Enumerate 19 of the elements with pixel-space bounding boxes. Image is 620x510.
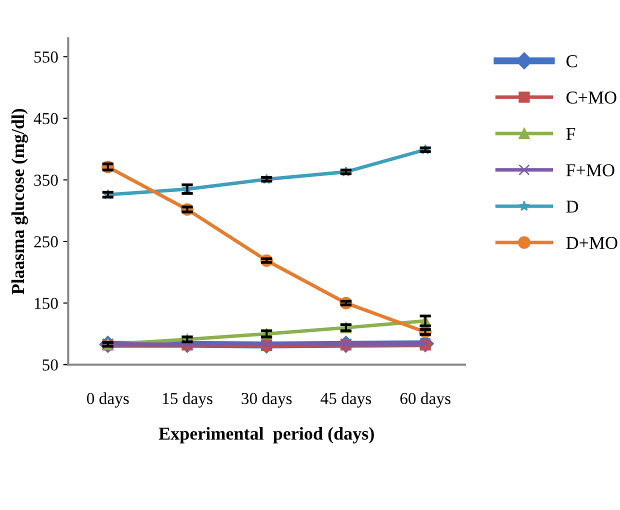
x-tick-label: 0 days — [86, 392, 129, 408]
y-tick-label: 50 — [42, 359, 58, 371]
x-tick-label: 60 days — [400, 392, 450, 408]
x-axis-title: Experimental period (days) — [158, 427, 374, 444]
x-tick-label: 30 days — [242, 392, 292, 408]
y-tick-label: 450 — [34, 113, 58, 124]
y-tick-label: 150 — [34, 298, 58, 310]
legend-label: D+MO — [566, 236, 618, 250]
legend-label: F+MO — [566, 164, 614, 176]
legend-label: C+MO — [566, 92, 616, 104]
legend-label: F — [566, 128, 576, 140]
x-tick-label: 45 days — [320, 392, 372, 408]
legend-label: C — [566, 55, 577, 68]
y-tick-label: 550 — [34, 51, 58, 63]
y-tick-label: 350 — [34, 174, 58, 186]
x-tick-label: 15 days — [163, 392, 212, 408]
legend-label: D — [566, 200, 578, 213]
y-axis-title: Plaasma glucose (mg/dl) — [11, 108, 28, 294]
y-tick-label: 250 — [34, 236, 58, 248]
